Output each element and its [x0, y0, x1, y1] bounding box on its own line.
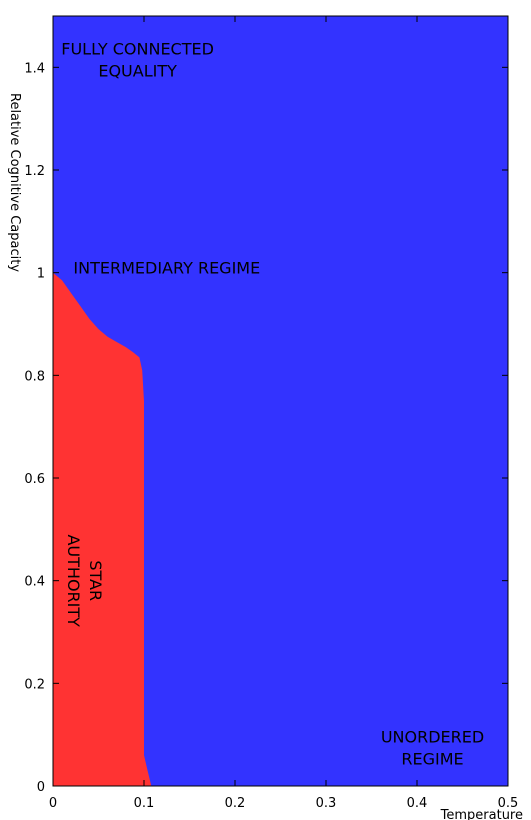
region-label-line: UNORDERED [381, 728, 484, 747]
region-label-line: FULLY CONNECTED [61, 40, 214, 59]
y-tick-label: 0.6 [24, 472, 45, 487]
region-label-line: EQUALITY [98, 62, 177, 81]
star-authority-region [53, 272, 152, 786]
region-label-line: INTERMEDIARY REGIME [73, 259, 260, 278]
region-label-line: STAR [86, 560, 105, 601]
x-tick-label: 0.5 [498, 796, 519, 811]
y-tick-label: 0 [37, 780, 45, 795]
region-labels: FULLY CONNECTED EQUALITY INTERMEDIARY REGI… [61, 40, 484, 769]
region-label-unordered: UNORDERED REGIME [381, 728, 484, 769]
region-label-intermediary: INTERMEDIARY REGIME [73, 259, 260, 278]
y-tick-label: 1.4 [24, 61, 45, 76]
plot-area [52, 15, 509, 787]
region-label-line: REGIME [401, 750, 463, 769]
y-tick-label: 0.2 [24, 677, 45, 692]
x-tick-label: 0.1 [134, 796, 155, 811]
plot-frame [52, 15, 509, 787]
y-tick-label: 1 [37, 267, 45, 282]
x-axis-title: Temperature [440, 808, 523, 820]
x-tick-label: 0 [49, 796, 57, 811]
x-tick-label: 0.4 [407, 796, 428, 811]
region-label-fully-connected: FULLY CONNECTED EQUALITY [61, 40, 214, 81]
region-label-line: AUTHORITY [64, 534, 83, 627]
axis-ticks: 0 0.1 0.2 0.3 0.4 0.5 0 0.2 0.4 0.6 0.8 1 1.2 1.4 [24, 16, 518, 811]
y-tick-label: 1.2 [24, 164, 45, 179]
x-tick-label: 0.2 [225, 796, 246, 811]
y-tick-label: 0.4 [24, 575, 45, 590]
x-tick-label: 0.3 [316, 796, 337, 811]
y-tick-label: 0.8 [24, 369, 45, 384]
y-axis-title: Relative Cognitive Capacity [7, 93, 22, 272]
